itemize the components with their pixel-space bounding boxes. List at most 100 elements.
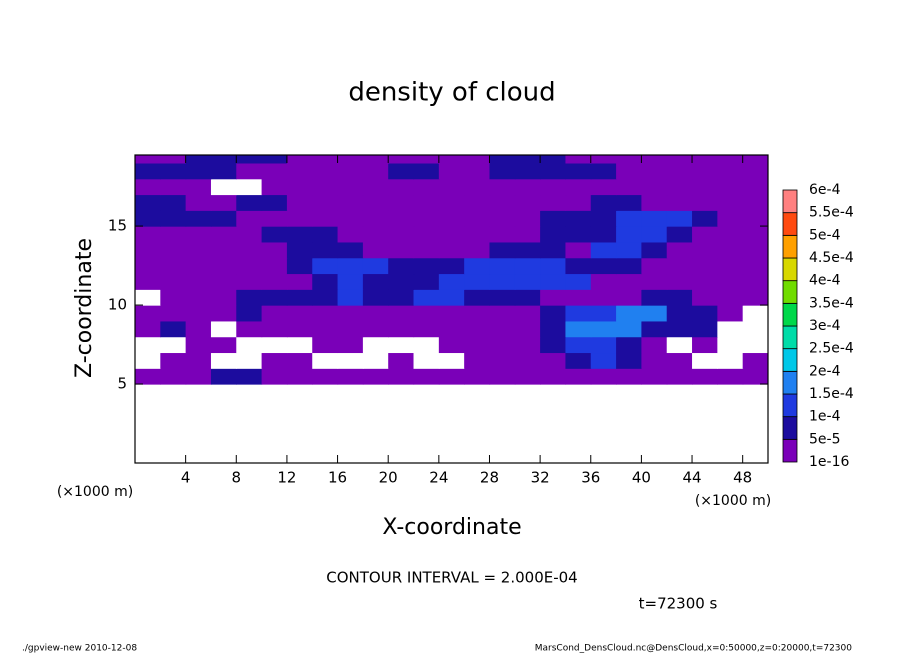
field-cell	[388, 305, 415, 322]
field-cell	[464, 431, 491, 448]
colorbar-box	[782, 416, 798, 440]
time-label: t=72300 s	[639, 595, 718, 613]
field-cell	[540, 155, 567, 164]
field-cell	[590, 384, 617, 401]
field-cell	[565, 447, 592, 463]
field-cell	[540, 273, 567, 290]
field-cell	[641, 336, 668, 354]
field-cell	[388, 289, 415, 306]
field-cell	[388, 368, 415, 385]
field-cell	[413, 320, 440, 338]
field-cell	[590, 194, 617, 211]
field-cell	[362, 226, 389, 243]
field-cell	[362, 273, 389, 290]
field-cell	[616, 210, 642, 227]
field-cell	[337, 226, 364, 243]
field-cell	[286, 155, 313, 164]
field-cell	[565, 257, 592, 275]
field-cell	[514, 447, 541, 463]
field-cell	[210, 178, 237, 196]
field-cell	[135, 241, 161, 259]
field-cell	[185, 273, 212, 290]
field-cell	[185, 431, 212, 448]
field-cell	[438, 431, 465, 448]
x-tick-label: 32	[531, 469, 550, 487]
field-cell	[540, 415, 567, 433]
field-cell	[160, 352, 187, 369]
field-cell	[616, 155, 642, 164]
field-cell	[286, 257, 313, 275]
field-cell	[362, 162, 389, 180]
field-cell	[413, 305, 440, 322]
field-cell	[438, 320, 465, 338]
field-cell	[616, 162, 642, 180]
field-cell	[489, 241, 516, 259]
field-cell	[362, 431, 389, 448]
field-cell	[135, 320, 161, 338]
field-cell	[286, 194, 313, 211]
field-cell	[236, 305, 263, 322]
field-cell	[565, 162, 592, 180]
x-tick-label: 44	[682, 469, 701, 487]
field-cell	[160, 305, 187, 322]
field-cell	[540, 447, 567, 463]
field-cell	[742, 368, 768, 385]
field-cell	[261, 194, 288, 211]
colorbar-label: 5e-4	[809, 227, 841, 243]
field-cell	[388, 241, 415, 259]
field-cell	[489, 368, 516, 385]
field-cell	[337, 384, 364, 401]
field-cell	[641, 162, 668, 180]
field-cell	[514, 289, 541, 306]
field-cell	[236, 447, 263, 463]
field-cell	[514, 305, 541, 322]
field-cell	[261, 155, 288, 164]
field-cell	[286, 336, 313, 354]
field-cell	[261, 447, 288, 463]
field-cell	[590, 162, 617, 180]
field-cell	[362, 384, 389, 401]
field-cell	[362, 336, 389, 354]
field-cell	[312, 162, 339, 180]
field-cell	[742, 241, 768, 259]
field-cell	[236, 352, 263, 369]
field-cell	[185, 399, 212, 417]
x-tick-label: 48	[733, 469, 752, 487]
field-cell	[489, 162, 516, 180]
field-cell	[464, 226, 491, 243]
field-cell	[160, 336, 187, 354]
field-cell	[514, 384, 541, 401]
field-cell	[185, 352, 212, 369]
colorbar-box	[782, 438, 798, 463]
colorbar-label: 2e-4	[809, 363, 841, 379]
field-cell	[489, 352, 516, 369]
field-cell	[261, 384, 288, 401]
field-cell	[413, 431, 440, 448]
colorbar-box	[782, 302, 798, 327]
field-cell	[666, 289, 693, 306]
field-cell	[312, 384, 339, 401]
field-cell	[464, 241, 491, 259]
field-cell	[413, 368, 440, 385]
field-cell	[160, 447, 187, 463]
field-cell	[616, 431, 642, 448]
field-cell	[717, 194, 744, 211]
field-cell	[438, 273, 465, 290]
field-cell	[641, 447, 668, 463]
field-cell	[540, 178, 567, 196]
field-cell	[236, 384, 263, 401]
field-cell	[692, 241, 718, 259]
field-cell	[666, 273, 693, 290]
field-cell	[337, 399, 364, 417]
field-cell	[565, 399, 592, 417]
x-tick-label: 12	[277, 469, 296, 487]
colorbar-label: 1e-16	[809, 454, 849, 470]
colorbar-label: 3e-4	[809, 318, 841, 334]
y-unit: (×1000 m)	[57, 484, 133, 500]
field-cell	[717, 210, 744, 227]
field-cell	[185, 320, 212, 338]
field-cell	[135, 384, 161, 401]
field-cell	[641, 194, 668, 211]
field-cell	[135, 257, 161, 275]
field-cell	[464, 352, 491, 369]
